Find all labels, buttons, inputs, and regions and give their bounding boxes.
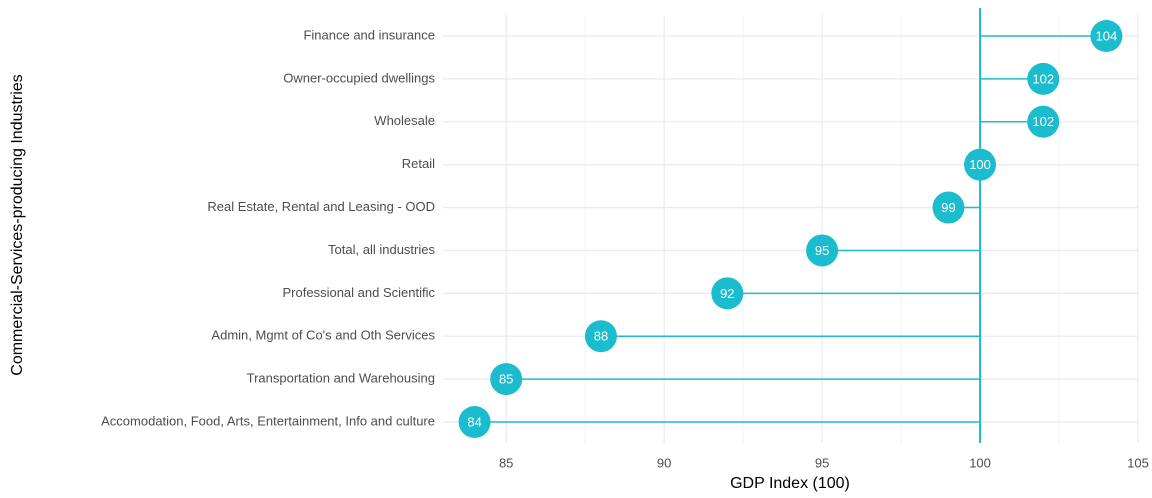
y-tick-label: Finance and insurance bbox=[303, 27, 435, 42]
value-label: 85 bbox=[499, 372, 513, 387]
dot bbox=[584, 320, 617, 353]
y-tick-label: Transportation and Warehousing bbox=[247, 371, 435, 386]
dot bbox=[806, 234, 839, 267]
y-tick-label: Total, all industries bbox=[328, 242, 435, 257]
y-tick-label: Accomodation, Food, Arts, Entertainment,… bbox=[101, 413, 435, 428]
dot bbox=[1027, 105, 1060, 138]
x-tick-label: 90 bbox=[657, 455, 671, 470]
x-axis-title: GDP Index (100) bbox=[730, 475, 850, 492]
x-tick-label: 105 bbox=[1127, 455, 1149, 470]
dot bbox=[711, 277, 744, 310]
dot bbox=[490, 363, 523, 396]
dot bbox=[458, 406, 491, 438]
y-tick-label: Retail bbox=[402, 156, 435, 171]
x-tick-label: 85 bbox=[499, 455, 513, 470]
y-tick-label: Real Estate, Rental and Leasing - OOD bbox=[207, 199, 435, 214]
value-label: 102 bbox=[1032, 114, 1054, 129]
y-tick-label: Professional and Scientific bbox=[283, 285, 436, 300]
value-label: 92 bbox=[720, 286, 734, 301]
dot bbox=[932, 191, 965, 224]
value-label: 102 bbox=[1032, 71, 1054, 86]
dot bbox=[1090, 20, 1123, 52]
y-axis-title: Commercial-Services-producing Industries bbox=[9, 74, 26, 375]
x-tick-label: 100 bbox=[969, 455, 991, 470]
dot bbox=[964, 148, 997, 181]
y-tick-label: Admin, Mgmt of Co's and Oth Services bbox=[211, 328, 435, 343]
y-tick-label: Owner-occupied dwellings bbox=[283, 70, 435, 85]
value-label: 88 bbox=[594, 329, 608, 344]
value-label: 100 bbox=[969, 157, 991, 172]
value-label: 99 bbox=[941, 200, 955, 215]
x-tick-label: 95 bbox=[815, 455, 829, 470]
value-label: 84 bbox=[467, 414, 481, 429]
dot bbox=[1027, 62, 1060, 95]
value-label: 95 bbox=[815, 243, 829, 258]
y-tick-label: Wholesale bbox=[374, 113, 435, 128]
value-label: 104 bbox=[1096, 28, 1118, 43]
